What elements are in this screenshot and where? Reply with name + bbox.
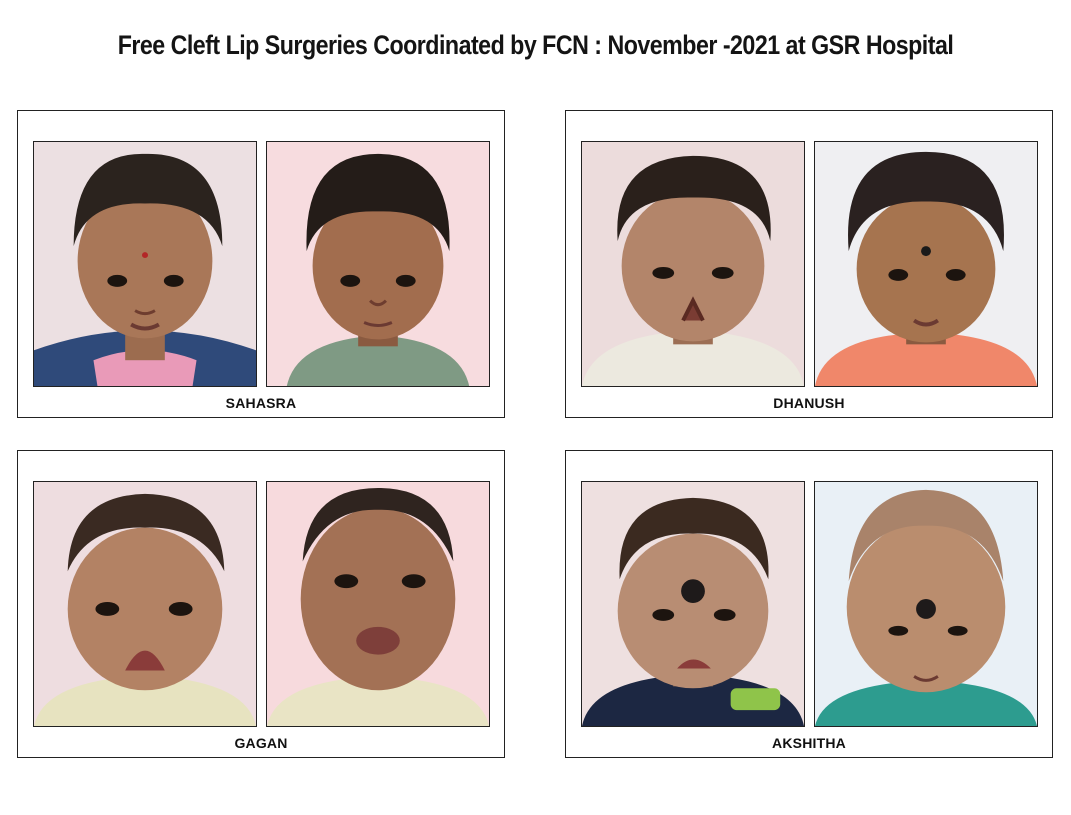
patient-panel-dhanush: DHANUSH	[565, 110, 1053, 418]
before-photo	[581, 141, 805, 387]
before-photo	[33, 141, 257, 387]
after-photo	[814, 481, 1038, 727]
after-photo	[266, 481, 490, 727]
child-name: GAGAN	[234, 735, 288, 751]
before-photo	[33, 481, 257, 727]
patient-panel-akshitha: AKSHITHA	[565, 450, 1053, 758]
patient-panel-sahasra: SAHASRA	[17, 110, 505, 418]
child-name: AKSHITHA	[772, 735, 846, 751]
child-name: DHANUSH	[773, 395, 845, 411]
page-title: Free Cleft Lip Surgeries Coordinated by …	[117, 30, 954, 60]
after-photo	[814, 141, 1038, 387]
patient-panel-gagan: GAGAN	[17, 450, 505, 758]
after-photo	[266, 141, 490, 387]
child-name: SAHASRA	[225, 395, 297, 411]
before-photo	[581, 481, 805, 727]
